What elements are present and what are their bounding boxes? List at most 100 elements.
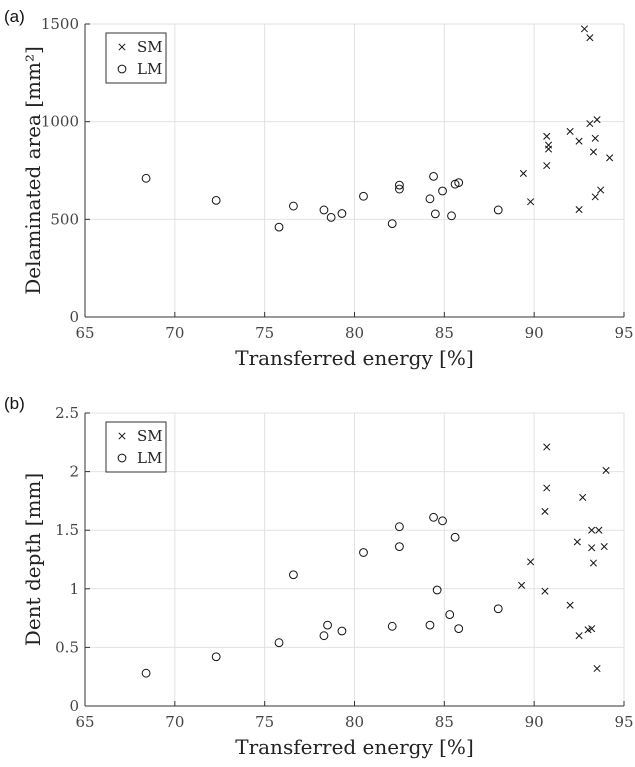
- lm-data-point: [319, 631, 329, 641]
- lm-data-point: [387, 219, 397, 229]
- y-tick-label: 1000: [41, 113, 79, 131]
- panel-a-x-axis-title: Transferred energy [%]: [235, 346, 474, 370]
- sm-data-point: [541, 587, 549, 595]
- x-tick-label: 80: [345, 324, 364, 342]
- lm-data-point: [359, 548, 368, 557]
- lm-data-point: [289, 570, 298, 580]
- lm-data-point: [274, 222, 284, 232]
- panel-a: (a) 65 70 75 80 85 90 95 0 500 1000 1500 Transferr…: [4, 7, 634, 370]
- panel-a-legend-sm-label: SM: [137, 38, 163, 56]
- panel-b-x-axis-title: Transferred energy [%]: [235, 735, 474, 759]
- x-tick-label: 80: [345, 713, 364, 731]
- sm-data-point: [543, 132, 551, 140]
- panel-a-axes: [84, 24, 624, 318]
- lm-data-point: [141, 173, 151, 183]
- lm-data-point: [211, 652, 221, 662]
- sm-data-point: [593, 664, 601, 673]
- sm-data-point: [518, 581, 526, 589]
- sm-data-point: [597, 186, 605, 194]
- lm-data-point: [326, 212, 336, 222]
- sm-data-point: [575, 137, 583, 145]
- lm-data-point: [438, 186, 447, 196]
- sm-data-point: [579, 493, 587, 501]
- sm-data-point: [527, 198, 535, 206]
- lm-data-point: [395, 542, 404, 552]
- lm-data-point: [395, 522, 404, 532]
- sm-data-point: [527, 558, 535, 566]
- panel-a-legend-lm-label: LM: [137, 60, 162, 78]
- panel-a-legend-box: [105, 32, 167, 84]
- y-tick-label: 2: [69, 463, 79, 481]
- y-tick-label: 500: [50, 210, 79, 228]
- sm-data-point: [589, 559, 598, 567]
- panel-b-axes: [84, 413, 624, 707]
- lm-data-point: [454, 178, 464, 188]
- sm-data-point: [588, 526, 596, 534]
- sm-data-point: [600, 543, 608, 551]
- legend-circle-marker-icon: [117, 64, 127, 74]
- panel-a-grid: [84, 23, 625, 318]
- legend-circle-marker-icon: [117, 453, 127, 463]
- sm-data-point: [575, 206, 583, 214]
- y-tick-label: 1500: [41, 15, 79, 33]
- lm-data-point: [395, 184, 404, 194]
- sm-data-point: [588, 544, 596, 552]
- sm-data-point: [591, 134, 599, 142]
- lm-data-point: [289, 201, 298, 211]
- panel-a-legend-sm-marker: [118, 43, 126, 51]
- sm-data-point: [575, 632, 583, 640]
- sm-data-point: [543, 484, 551, 492]
- lm-data-point: [337, 626, 347, 636]
- sm-data-point: [544, 145, 553, 153]
- panel-a-ticks: 65 70 75 80 85 90 95 0 500 1000 1500: [41, 15, 634, 342]
- lm-data-point: [454, 624, 464, 634]
- lm-data-point: [493, 205, 503, 215]
- panel-b-legend-lm-label: LM: [137, 449, 162, 467]
- lm-data-point: [430, 209, 440, 219]
- x-tick-label: 65: [75, 324, 94, 342]
- y-tick-label: 0.5: [55, 638, 79, 656]
- panel-b: (b) 65 70 75 80 85 90 95 0 0.5 1 1.5 2 2.5 Transferr…: [4, 394, 634, 759]
- y-tick-label: 0: [69, 697, 79, 715]
- panel-b-ticks: 65 70 75 80 85 90 95 0 0.5 1 1.5 2 2.5: [55, 404, 633, 731]
- panel-a-legend-lm-marker: [117, 64, 127, 74]
- sm-data-point: [566, 127, 574, 135]
- sm-data-point: [584, 626, 592, 634]
- x-tick-label: 70: [165, 324, 184, 342]
- lm-data-point: [395, 180, 404, 190]
- lm-data-point: [425, 620, 435, 630]
- panel-b-marks: [141, 443, 610, 678]
- sm-data-point: [566, 601, 574, 609]
- lm-data-point: [274, 638, 284, 648]
- sm-data-point: [606, 154, 614, 162]
- x-tick-label: 65: [75, 713, 94, 731]
- panel-b-label: (b): [4, 394, 25, 413]
- x-tick-label: 95: [614, 713, 633, 731]
- sm-data-point: [602, 466, 610, 474]
- x-tick-label: 85: [435, 713, 454, 731]
- y-tick-label: 1.5: [55, 521, 79, 539]
- lm-data-point: [323, 620, 332, 630]
- lm-data-point: [337, 209, 347, 218]
- sm-data-point: [593, 116, 601, 124]
- panel-a-legend: SM LM: [105, 32, 167, 84]
- panel-b-legend-lm-marker: [117, 453, 127, 463]
- x-tick-label: 90: [525, 713, 544, 731]
- panel-b-y-axis-title: Dent depth [mm]: [21, 473, 45, 646]
- lm-data-point: [429, 171, 438, 181]
- lm-data-point: [493, 604, 503, 614]
- lm-data-point: [387, 621, 397, 631]
- lm-data-point: [447, 211, 456, 221]
- lm-data-point: [450, 532, 460, 542]
- x-tick-label: 85: [435, 324, 454, 342]
- sm-data-point: [591, 193, 599, 201]
- y-tick-label: 2.5: [55, 404, 79, 422]
- sm-data-point: [589, 148, 598, 156]
- sm-data-point: [543, 162, 551, 170]
- lm-data-point: [211, 195, 221, 205]
- panel-a-y-axis-title: Delaminated area [mm²]: [21, 46, 45, 295]
- x-tick-label: 95: [614, 324, 633, 342]
- x-tick-label: 90: [525, 324, 544, 342]
- y-tick-label: 0: [69, 308, 79, 326]
